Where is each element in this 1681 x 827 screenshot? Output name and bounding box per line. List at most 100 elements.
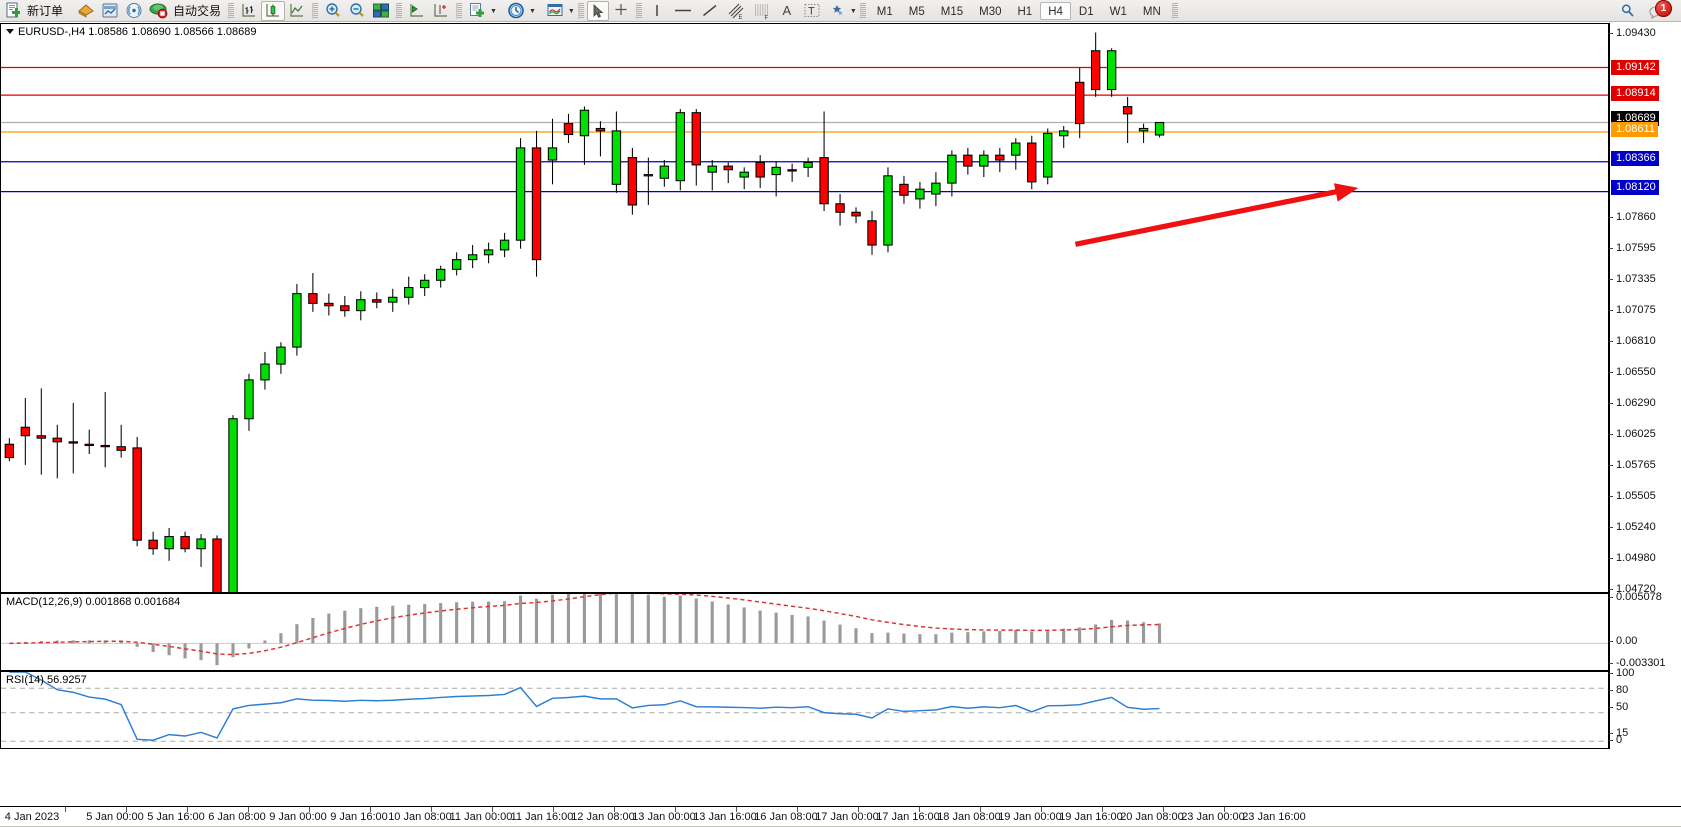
price-tick: 1.06550 bbox=[1609, 367, 1656, 378]
indicators-icon[interactable] bbox=[465, 1, 489, 21]
signals-icon[interactable] bbox=[122, 1, 146, 21]
price-scale[interactable]: 1.09430 1.07860 1.07595 1.07335 1.07075 1.068… bbox=[1608, 23, 1681, 749]
collapse-caret-icon[interactable] bbox=[6, 29, 14, 34]
candle bbox=[515, 138, 526, 249]
equidistant-channel-icon[interactable]: E bbox=[723, 1, 749, 21]
timeframe-m5[interactable]: M5 bbox=[908, 5, 925, 18]
price-label-support[interactable]: 1.08120 bbox=[1611, 180, 1659, 195]
candle bbox=[324, 293, 334, 316]
time-tick: 20 Jan 08:00 bbox=[1120, 811, 1184, 823]
rsi-pane[interactable]: RSI(14) 56.9257 bbox=[0, 671, 1681, 749]
timeframe-mn[interactable]: MN bbox=[1142, 5, 1161, 18]
chevron-down-icon[interactable]: ▼ bbox=[490, 8, 497, 15]
time-tick: 12 Jan 08:00 bbox=[571, 811, 635, 823]
toolbar-separator bbox=[859, 2, 866, 19]
time-scale[interactable]: 4 Jan 2023 5 Jan 00:00 5 Jan 16:00 6 Jan 08… bbox=[0, 806, 1681, 827]
timeframe-d1[interactable]: D1 bbox=[1078, 5, 1094, 18]
zoom-out-icon[interactable] bbox=[345, 1, 369, 21]
autotrading-icon[interactable] bbox=[146, 1, 171, 21]
candle bbox=[819, 111, 829, 212]
line-chart-icon[interactable] bbox=[285, 1, 309, 21]
time-tick: 19 Jan 16:00 bbox=[1059, 811, 1123, 823]
trendline-icon[interactable] bbox=[697, 1, 723, 21]
templates-icon[interactable] bbox=[543, 1, 567, 21]
candle bbox=[1027, 135, 1037, 190]
candle-body bbox=[388, 296, 398, 303]
candle-body bbox=[995, 154, 1005, 161]
time-tick: 16 Jan 08:00 bbox=[754, 811, 818, 823]
text-label-icon[interactable]: T bbox=[799, 1, 825, 21]
price-tick: 1.07335 bbox=[1609, 274, 1656, 285]
time-tick: 13 Jan 00:00 bbox=[632, 811, 696, 823]
candle-body bbox=[116, 446, 126, 451]
time-tick: 9 Jan 16:00 bbox=[330, 811, 388, 823]
price-label-support[interactable]: 1.08366 bbox=[1611, 151, 1659, 166]
chevron-down-icon[interactable]: ▼ bbox=[567, 8, 575, 15]
tile-windows-icon[interactable] bbox=[369, 1, 393, 21]
chevron-down-icon[interactable]: ▼ bbox=[528, 8, 536, 15]
data-window-icon[interactable] bbox=[98, 1, 122, 21]
chevron-down-icon[interactable]: ▼ bbox=[849, 8, 857, 15]
timeframe-m30[interactable]: M30 bbox=[979, 5, 1002, 18]
time-tick-mark bbox=[736, 807, 737, 812]
time-tick-mark bbox=[187, 807, 188, 812]
cursor-icon[interactable] bbox=[586, 0, 609, 21]
horizontal-line-icon[interactable] bbox=[669, 1, 697, 21]
candle bbox=[276, 342, 286, 374]
price-label-resistance[interactable]: 1.09142 bbox=[1611, 60, 1659, 75]
chart-shift-icon[interactable] bbox=[405, 1, 429, 21]
price-label-entry[interactable]: 1.08611 bbox=[1611, 122, 1658, 137]
trend-arrow-line[interactable] bbox=[1074, 188, 1341, 247]
timeframe-m15[interactable]: M15 bbox=[940, 5, 964, 18]
chart-window[interactable]: EURUSD-,H4 1.08586 1.08690 1.08566 1.086… bbox=[0, 23, 1681, 806]
macd-pane[interactable]: MACD(12,26,9) 0.001868 0.001684 bbox=[0, 593, 1681, 671]
candle bbox=[100, 392, 110, 468]
timeframe-w1[interactable]: W1 bbox=[1109, 5, 1127, 18]
new-order-button[interactable]: 新订单 bbox=[27, 4, 64, 18]
vertical-line-icon[interactable] bbox=[645, 1, 669, 21]
candle-body bbox=[547, 147, 558, 161]
trend-arrow-head[interactable] bbox=[1333, 183, 1359, 202]
candle bbox=[563, 113, 574, 144]
candle-body bbox=[404, 287, 414, 298]
period-icon[interactable] bbox=[504, 1, 528, 21]
bar-chart-icon[interactable] bbox=[237, 1, 261, 21]
search-icon[interactable] bbox=[1617, 1, 1639, 21]
text-icon[interactable]: A bbox=[775, 1, 799, 21]
time-tick-mark bbox=[675, 807, 676, 812]
objects-icon[interactable] bbox=[825, 1, 849, 21]
time-tick-mark bbox=[553, 807, 554, 812]
autotrading-button[interactable]: 自动交易 bbox=[173, 4, 222, 18]
candle-body bbox=[931, 182, 941, 195]
auto-scroll-icon[interactable] bbox=[429, 1, 453, 21]
chart-symbol-label: EURUSD-,H4 1.08586 1.08690 1.08566 1.086… bbox=[6, 26, 257, 38]
timeframe-h1[interactable]: H1 bbox=[1017, 5, 1033, 18]
candlestick-chart-icon[interactable] bbox=[261, 0, 286, 21]
new-order-icon[interactable] bbox=[2, 1, 25, 21]
time-tick-mark bbox=[1102, 807, 1103, 812]
candle bbox=[771, 161, 781, 197]
candle bbox=[1122, 96, 1133, 144]
price-label-resistance[interactable]: 1.08914 bbox=[1611, 86, 1659, 101]
candle-body bbox=[1138, 127, 1149, 132]
candle-body bbox=[228, 418, 238, 592]
candle-body bbox=[276, 346, 286, 365]
time-tick-mark bbox=[65, 807, 66, 812]
candle-body bbox=[324, 302, 334, 307]
time-tick: 19 Jan 00:00 bbox=[998, 811, 1062, 823]
expert-advisors-icon[interactable] bbox=[74, 1, 98, 21]
candle bbox=[451, 252, 462, 276]
crosshair-icon[interactable] bbox=[609, 1, 633, 21]
candle-body bbox=[563, 123, 574, 136]
zoom-in-icon[interactable] bbox=[321, 1, 345, 21]
timeframe-m1[interactable]: M1 bbox=[876, 5, 893, 18]
candle bbox=[116, 424, 126, 458]
price-pane[interactable]: EURUSD-,H4 1.08586 1.08690 1.08566 1.086… bbox=[0, 23, 1681, 593]
candle-body bbox=[739, 171, 749, 178]
svg-text:E: E bbox=[738, 15, 742, 20]
timeframe-h4[interactable]: H4 bbox=[1040, 1, 1071, 20]
svg-text:A: A bbox=[782, 3, 791, 18]
notifications-icon[interactable]: 1 bbox=[1649, 0, 1672, 20]
fibonacci-icon[interactable]: F bbox=[749, 1, 775, 21]
price-tick: 1.09430 bbox=[1609, 28, 1656, 39]
